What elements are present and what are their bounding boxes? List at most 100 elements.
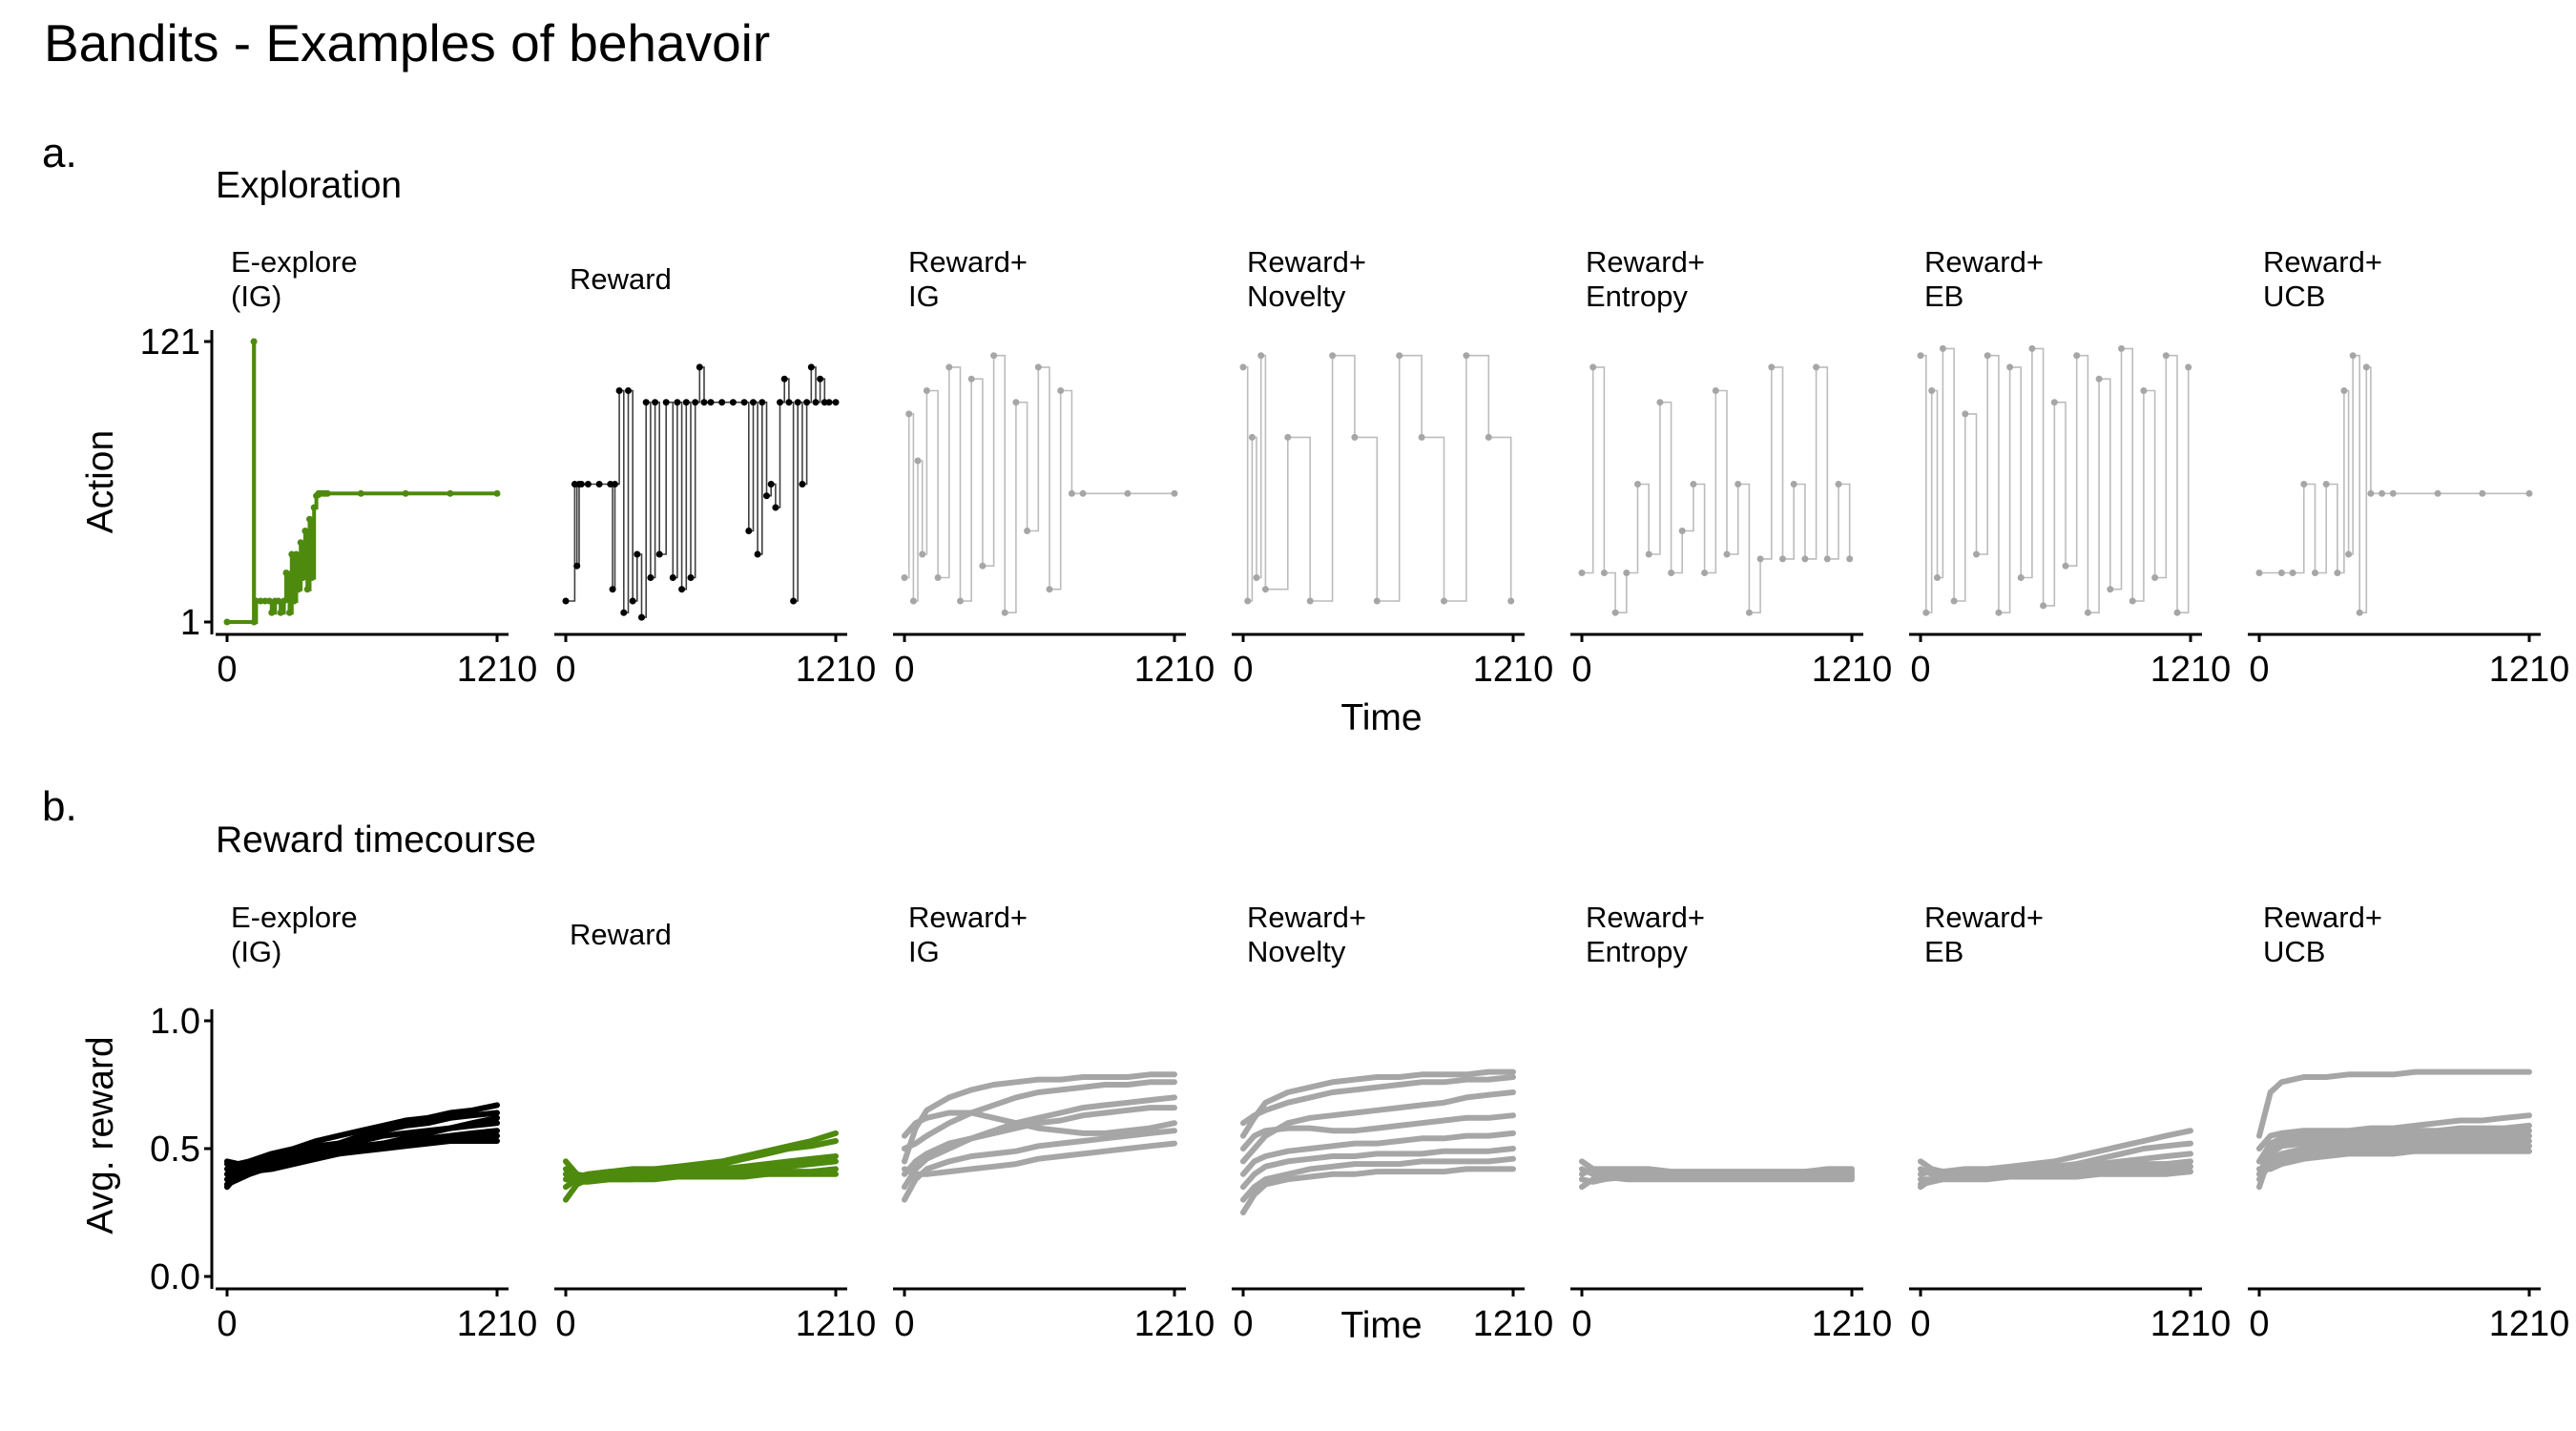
action-point — [1611, 609, 1619, 616]
action-point — [1001, 609, 1008, 616]
action-point — [1756, 555, 1764, 563]
action-point — [577, 481, 585, 487]
action-point — [1306, 597, 1314, 605]
action-point — [750, 399, 757, 406]
action-point — [919, 550, 926, 558]
action-point — [1244, 597, 1252, 605]
reward-run-line — [2256, 1112, 2532, 1151]
action-point — [1939, 344, 1946, 352]
reward-start-point — [1240, 1132, 1246, 1139]
action-point — [282, 570, 290, 576]
action-trace — [227, 340, 497, 624]
action-point — [2525, 489, 2533, 497]
y-tick-label: 1.0 — [150, 1002, 200, 1042]
facet-b-5: Reward+EB 0 1210 — [1909, 901, 2231, 1344]
action-point — [493, 489, 501, 497]
action-point — [290, 597, 298, 605]
action-point — [1690, 481, 1697, 487]
x-tick-label: 1210 — [1812, 1304, 1893, 1344]
action-point — [1396, 352, 1403, 360]
facet-label-line1: Reward+ — [1247, 245, 1366, 279]
facet-b-6: Reward+UCB 0 1210 — [2248, 901, 2569, 1344]
action-point — [718, 399, 726, 406]
action-point — [2095, 375, 2103, 383]
x-tick-label: 1210 — [2489, 650, 2570, 690]
action-point — [2340, 387, 2348, 394]
reward-start-point — [1240, 1171, 1246, 1177]
action-point — [620, 609, 628, 616]
action-point — [1261, 586, 1269, 593]
action-point — [772, 504, 779, 511]
x-tick-label: 1210 — [1473, 1304, 1554, 1344]
action-point — [1623, 570, 1631, 576]
action-point — [402, 489, 409, 497]
reward-run-line — [1240, 1130, 1516, 1177]
y-tick-label: 1 — [180, 603, 200, 643]
action-point — [652, 399, 659, 406]
reward-start-point — [1579, 1176, 1585, 1183]
reward-start-point — [1918, 1181, 1923, 1188]
reward-run-line — [1240, 1166, 1516, 1215]
facet-b-0: E-explore(IG) 0 1210 — [216, 901, 537, 1344]
x-tick-label: 1210 — [796, 1304, 877, 1344]
reward-run-line — [2256, 1128, 2532, 1177]
action-point — [1668, 570, 1675, 576]
facet-a-6: Reward+UCB 0 1210 — [2248, 245, 2569, 690]
facet-label-line1: E-explore — [231, 245, 358, 279]
action-point — [1846, 555, 1854, 563]
x-tick-label: 0 — [894, 650, 914, 690]
reward-run-line — [1240, 1146, 1516, 1191]
action-point — [310, 504, 318, 511]
reward-start-point — [1240, 1120, 1246, 1127]
action-point — [301, 528, 309, 534]
x-tick-label: 0 — [555, 1304, 575, 1344]
action-point — [612, 481, 618, 487]
action-point — [909, 597, 917, 605]
x-tick-label: 0 — [1910, 650, 1930, 690]
reward-start-point — [2256, 1132, 2262, 1139]
facet-a-2: Reward+IG 0 1210 — [893, 245, 1215, 690]
facet-label-line1: Reward+ — [908, 245, 1028, 279]
action-point — [1239, 363, 1247, 371]
reward-start-point — [224, 1181, 230, 1188]
reward-start-point — [1918, 1166, 1923, 1172]
action-point — [1600, 570, 1608, 576]
reward-start-point — [1240, 1210, 1246, 1215]
action-point — [767, 481, 775, 487]
action-point — [1735, 481, 1742, 487]
reward-start-point — [902, 1196, 907, 1203]
action-trace — [2259, 354, 2529, 613]
action-point — [803, 399, 811, 406]
action-point — [1578, 570, 1586, 576]
x-tick-label: 0 — [1233, 650, 1253, 690]
reward-start-point — [1240, 1196, 1246, 1203]
facet-label-line1: Reward+ — [1586, 245, 1705, 279]
x-tick-label: 1210 — [1473, 650, 1554, 690]
facet-label-line1: Reward — [570, 918, 672, 951]
panel-b-xlabel: Time — [1340, 1305, 1422, 1346]
action-point — [2151, 574, 2159, 581]
action-point — [2062, 562, 2069, 570]
facet-label-line1: Reward+ — [2263, 245, 2382, 279]
action-point — [794, 399, 801, 406]
facet-label-line1: Reward+ — [908, 901, 1028, 934]
action-point — [692, 399, 699, 406]
facet-label-line2: EB — [1924, 280, 1963, 313]
action-point — [2434, 489, 2441, 497]
reward-run-line — [1240, 1068, 1516, 1139]
action-point — [682, 399, 690, 406]
action-point — [1171, 489, 1178, 497]
x-tick-label: 1210 — [1134, 1304, 1215, 1344]
facet-label-line1: Reward+ — [1247, 901, 1366, 934]
action-point — [1801, 555, 1809, 563]
reward-start-point — [1579, 1158, 1585, 1165]
action-point — [655, 550, 663, 558]
facet-a-4: Reward+Entropy 0 1210 — [1570, 245, 1892, 690]
action-point — [277, 609, 284, 616]
x-tick-label: 1210 — [2150, 1304, 2232, 1344]
action-point — [1779, 555, 1786, 563]
action-point — [562, 597, 570, 605]
action-point — [763, 492, 770, 500]
reward-start-point — [563, 1196, 569, 1203]
facet-label-line1: Reward+ — [1924, 245, 2044, 279]
